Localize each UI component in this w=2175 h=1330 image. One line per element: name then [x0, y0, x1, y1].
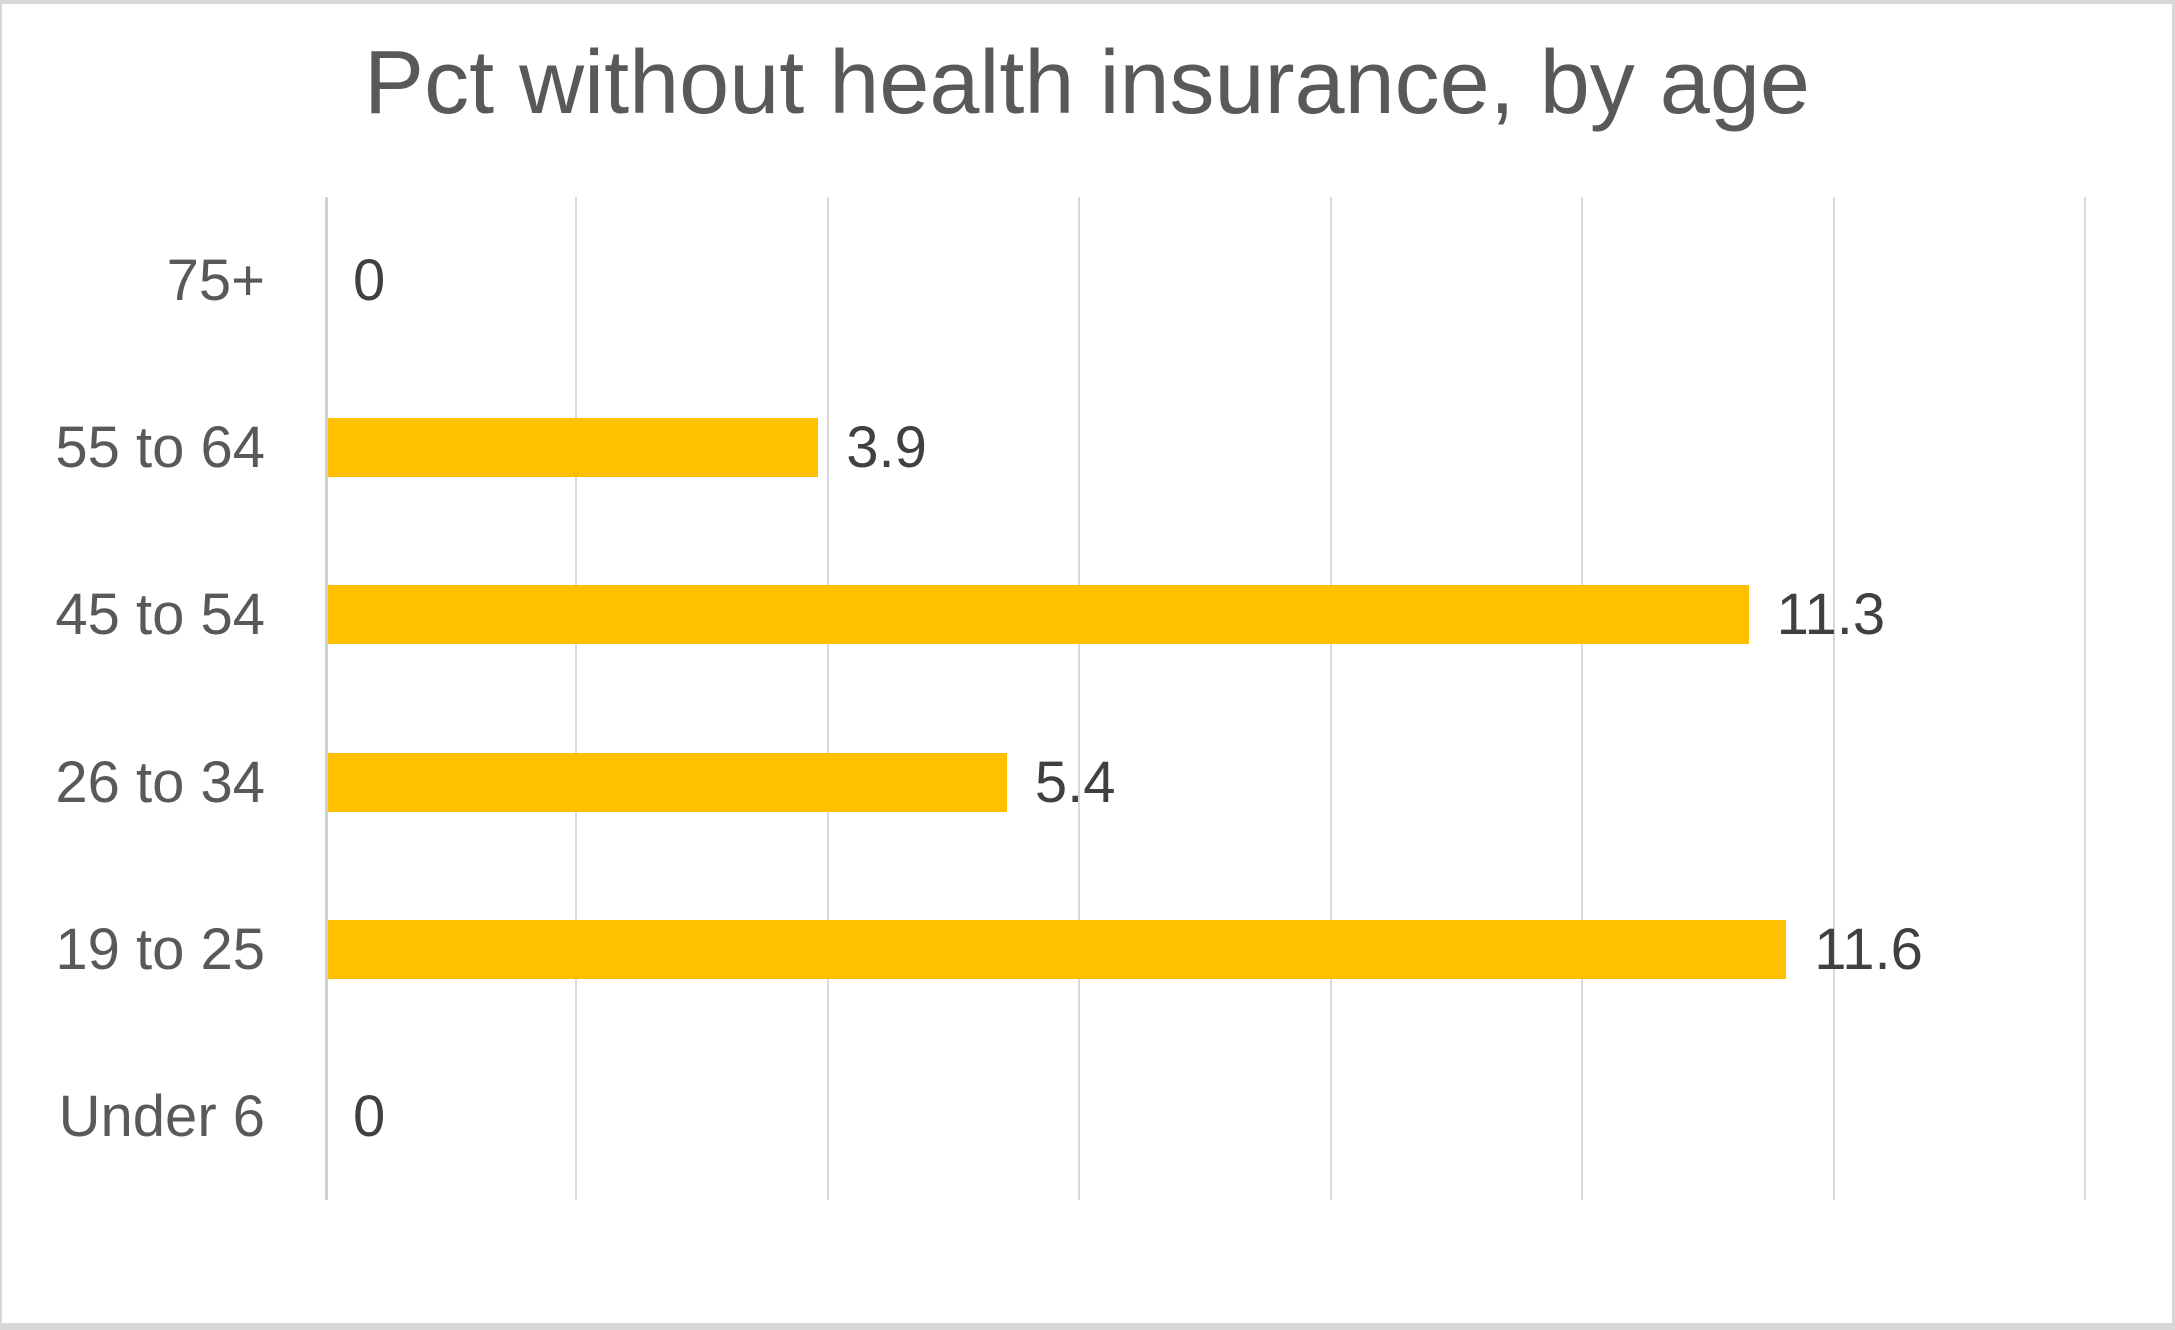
data-label: 11.3: [1776, 582, 1886, 648]
category-label: 26 to 34: [55, 749, 265, 815]
gridline: [1078, 197, 1081, 1200]
data-label: 5.4: [1034, 749, 1116, 815]
y-axis-line: [325, 197, 328, 1200]
gridline: [575, 197, 578, 1200]
chart-title: Pct without health insurance, by age: [364, 33, 1810, 133]
gridline: [826, 197, 829, 1200]
bar: [328, 585, 1749, 645]
category-label: Under 6: [58, 1083, 265, 1149]
gridline: [2084, 197, 2086, 1200]
bar: [328, 752, 1007, 812]
gridline: [1329, 197, 1332, 1200]
data-label: 3.9: [846, 415, 927, 481]
category-label: 19 to 25: [55, 916, 265, 982]
data-label: 11.6: [1814, 916, 1923, 982]
category-label: 45 to 54: [55, 582, 265, 648]
category-label: 55 to 64: [55, 415, 265, 481]
data-label: 0: [353, 1083, 386, 1149]
data-label: 0: [353, 248, 386, 314]
bar: [328, 919, 1787, 979]
plot-area: 0 3.9 11.3 5.4 11.6 0: [325, 197, 2086, 1200]
category-label: 75+: [166, 248, 265, 314]
gridline: [1832, 197, 1835, 1200]
gridline: [1581, 197, 1584, 1200]
bar: [328, 418, 819, 478]
category-axis-labels: 75+ 55 to 64 45 to 54 26 to 34 19 to 25 Under…: [2, 197, 265, 1200]
